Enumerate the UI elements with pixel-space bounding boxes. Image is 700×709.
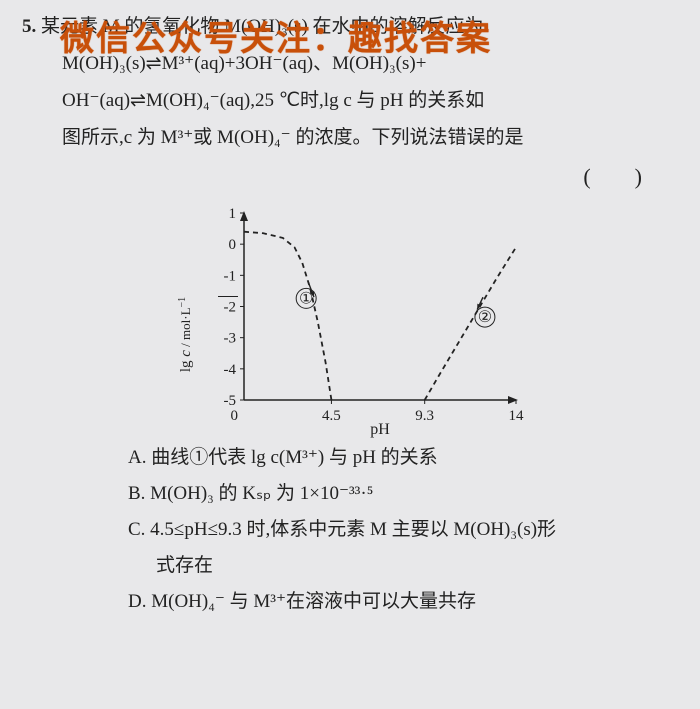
svg-text:②: ② <box>478 309 492 326</box>
option-a: A. 曲线①代表 lg c(M³⁺) 与 pH 的关系 <box>128 440 682 476</box>
svg-text:4.5: 4.5 <box>322 408 341 424</box>
svg-text:pH: pH <box>370 421 390 438</box>
question-number: 5. <box>22 16 36 37</box>
lgC-vs-pH-chart: -5-4-3-2-10104.59.314pHlgc①②lg c / mol·L… <box>170 203 530 438</box>
answer-paren: ( ) <box>18 156 682 199</box>
option-b: B. M(OH)₃ 的 Kₛₚ 为 1×10⁻³³·⁵ <box>128 476 682 512</box>
svg-text:-2: -2 <box>224 300 237 316</box>
svg-text:9.3: 9.3 <box>415 408 434 424</box>
stem-line-3: OH⁻(aq)⇌M(OH)₄⁻(aq),25 ℃时,lg c 与 pH 的关系如 <box>22 82 682 119</box>
stem-line-4: 图所示,c 为 M³⁺或 M(OH)₄⁻ 的浓度。下列说法错误的是 <box>22 119 682 156</box>
options-block: A. 曲线①代表 lg c(M³⁺) 与 pH 的关系 B. M(OH)₃ 的 … <box>18 440 682 620</box>
chart-container: -5-4-3-2-10104.59.314pHlgc①②lg c / mol·L… <box>18 203 682 438</box>
svg-text:-1: -1 <box>224 268 237 284</box>
svg-text:14: 14 <box>509 408 525 424</box>
svg-text:-3: -3 <box>224 331 237 347</box>
svg-text:-4: -4 <box>224 362 237 378</box>
option-c-line2: 式存在 <box>128 548 682 584</box>
svg-text:1: 1 <box>229 206 237 222</box>
svg-text:0: 0 <box>229 237 237 253</box>
svg-text:0: 0 <box>231 408 239 424</box>
svg-text:lg c / mol·L−1: lg c / mol·L−1 <box>177 297 195 372</box>
svg-text:-5: -5 <box>224 393 237 409</box>
watermark-overlay: 微信公众号关注：趣找答案 <box>60 6 492 72</box>
option-c-line1: C. 4.5≤pH≤9.3 时,体系中元素 M 主要以 M(OH)₃(s)形 <box>128 512 682 548</box>
option-d: D. M(OH)₄⁻ 与 M³⁺在溶液中可以大量共存 <box>128 584 682 620</box>
